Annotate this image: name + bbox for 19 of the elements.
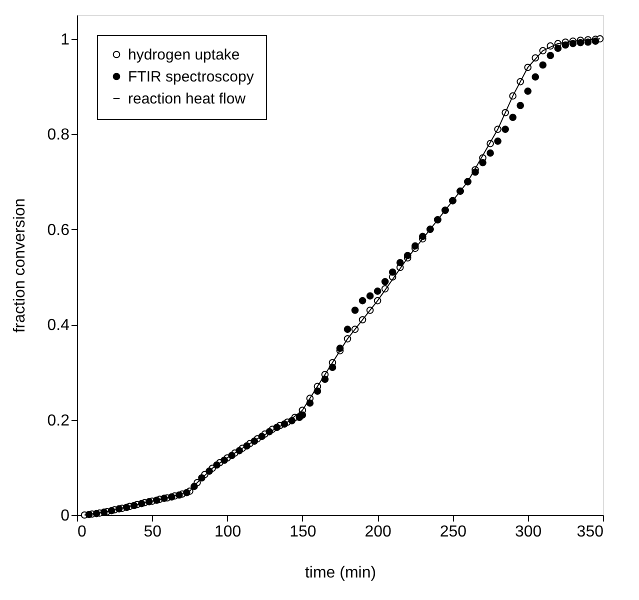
x-axis-title: time (min): [304, 564, 376, 582]
y-tick-label: 1: [60, 31, 70, 48]
y-tick-label: 0: [60, 508, 70, 524]
x-tick-label: 300: [515, 524, 542, 540]
y-tick-label: 0.4: [47, 317, 70, 334]
x-tick-label: 350: [576, 524, 604, 540]
legend-label: reaction heat flow: [128, 90, 246, 108]
x-tick-label: 0: [78, 524, 86, 540]
legend-label: FTIR spectroscopy: [128, 68, 254, 86]
x-tick-label: 150: [290, 524, 316, 540]
y-axis-title: fraction conversion: [11, 198, 28, 333]
legend-label: hydrogen uptake: [128, 46, 240, 64]
x-tick-label: 100: [214, 524, 242, 540]
x-tick-label: 50: [144, 524, 162, 540]
y-tick-label: 0.2: [47, 412, 70, 430]
x-tick-label: 250: [440, 524, 467, 540]
y-tick-label: 0.6: [47, 222, 70, 239]
x-tick-label: 200: [364, 524, 392, 540]
y-tick-label: 0.8: [47, 126, 70, 144]
